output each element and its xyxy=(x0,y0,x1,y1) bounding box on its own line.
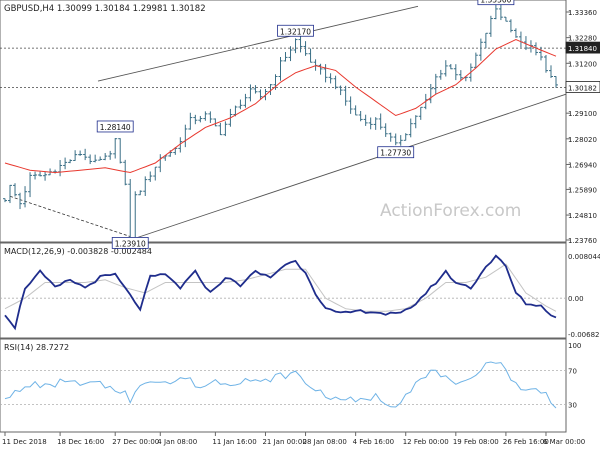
time-tick-label: 21 Jan 00:00 xyxy=(262,438,306,446)
time-tick-label: 28 Jan 08:00 xyxy=(303,438,347,446)
rsi-tick-label: 30 xyxy=(568,402,577,410)
rsi-series: 100 70 30 xyxy=(0,342,581,410)
rsi-tick-label: 70 xyxy=(568,368,577,376)
time-tick-label: 18 Dec 16:00 xyxy=(57,438,104,446)
price-tick-label: 1.25890 xyxy=(568,186,597,194)
swing-label-box xyxy=(111,237,149,249)
swing-label-text: 1.33500 xyxy=(480,0,511,5)
price-tick-label: 1.31200 xyxy=(568,60,597,68)
time-tick-label: 26 Feb 16:00 xyxy=(503,438,549,446)
swing-label-text: 1.23910 xyxy=(115,239,146,248)
channel-upper-line xyxy=(97,5,419,82)
price-tag-box xyxy=(565,81,600,93)
price-tick-label: 1.26940 xyxy=(568,161,597,169)
time-tick-label: 27 Dec 00:00 xyxy=(112,438,159,446)
price-tick-label: 1.23760 xyxy=(568,237,597,245)
price-tag-text: 1.30182 xyxy=(568,84,597,92)
time-tick-label: 11 Dec 2018 xyxy=(2,438,47,446)
price-tick-label: 1.28020 xyxy=(568,136,597,144)
watermark: ActionForex.com xyxy=(380,201,521,221)
swing-label-text: 1.27730 xyxy=(380,149,411,158)
moving-average-series xyxy=(4,38,557,174)
time-tick-label: 6 Mar 00:00 xyxy=(543,438,585,446)
swing-label-text: 1.32170 xyxy=(280,27,311,36)
macd-line xyxy=(4,254,557,331)
swing-label-box xyxy=(477,0,515,6)
rsi-tick-label: 100 xyxy=(568,342,581,350)
time-tick-label: 12 Feb 00:00 xyxy=(403,438,449,446)
price-tick-label: 1.24810 xyxy=(568,212,597,220)
price-tick-label: 1.29100 xyxy=(568,110,597,118)
macd-title: MACD(12,26,9) -0.003828 -0.002484 xyxy=(4,247,152,256)
trend-channel xyxy=(0,5,567,241)
time-axis: 11 Dec 2018 18 Dec 16:00 27 Dec 00:004 Jan… xyxy=(2,432,585,446)
macd-panel-frame xyxy=(0,242,567,339)
rsi-panel-frame xyxy=(0,338,567,433)
channel-lower-line xyxy=(129,93,567,241)
swing-label-text: 1.28140 xyxy=(100,123,131,132)
time-tick-label: 11 Jan 16:00 xyxy=(212,438,256,446)
price-labels: 1.33500 1.32170 1.28140 1.27730 1.23910 xyxy=(96,0,515,249)
price-axis: 1.333601.322801.312001.301201.291001.280… xyxy=(565,9,600,245)
rsi-line xyxy=(4,361,557,409)
swing-label-box xyxy=(96,120,134,133)
macd-signal-line xyxy=(4,263,557,312)
price-series xyxy=(3,3,558,244)
macd-tick-label: 0.00 xyxy=(568,295,584,303)
price-tick-label: 1.33360 xyxy=(568,9,597,17)
moving-average-line xyxy=(4,38,557,174)
price-tick-label: 1.32280 xyxy=(568,35,597,43)
time-tick-label: 4 Jan 08:00 xyxy=(157,438,197,446)
price-tag-box xyxy=(565,41,600,54)
price-tag-text: 1.31840 xyxy=(568,45,597,53)
dashed-support-line xyxy=(9,195,131,237)
swing-label-box xyxy=(377,146,415,159)
rsi-title: RSI(14) 28.7272 xyxy=(4,343,69,352)
time-tick-label: 4 Feb 16:00 xyxy=(353,438,394,446)
macd-tick-label: 0.008044 xyxy=(568,253,600,261)
swing-label-box xyxy=(277,24,314,37)
price-panel-frame xyxy=(0,0,567,243)
time-tick-label: 19 Feb 08:00 xyxy=(453,438,499,446)
symbol-info: GBPUSD,H4 1.30099 1.30184 1.29981 1.3018… xyxy=(4,4,206,14)
